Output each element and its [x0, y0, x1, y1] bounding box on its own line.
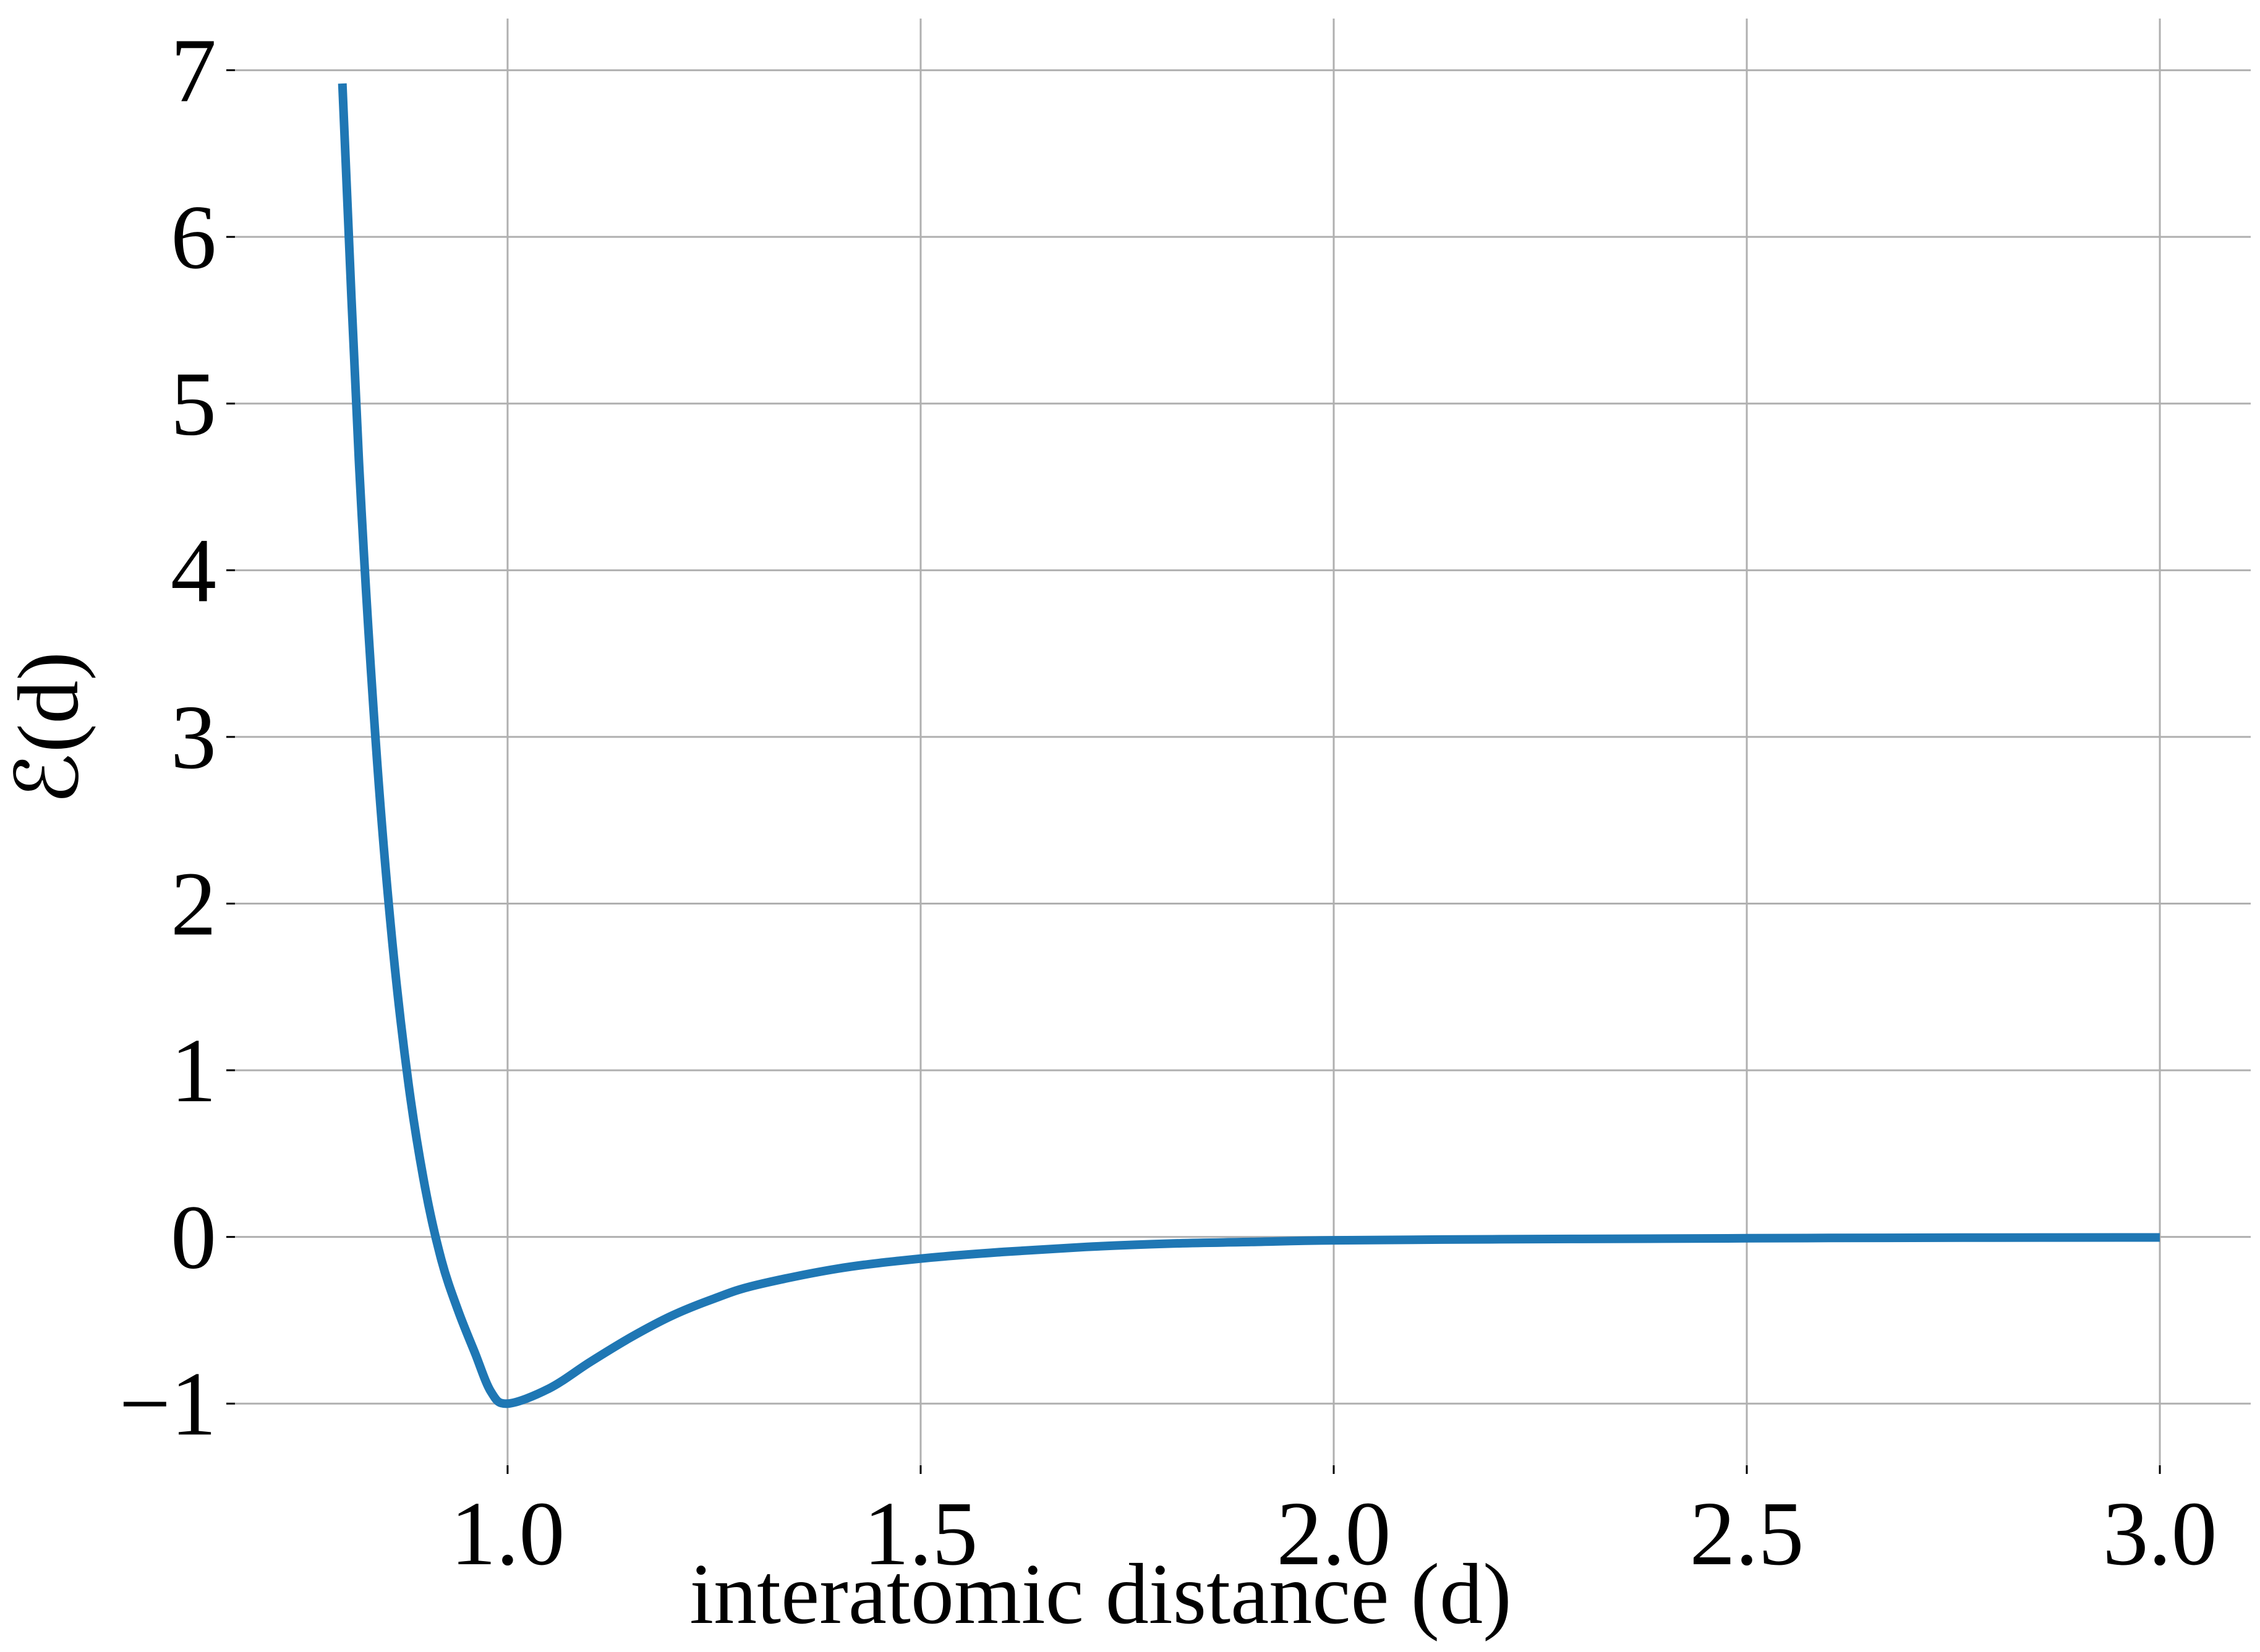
y-tick-label: 4 [171, 520, 216, 621]
series [338, 83, 2160, 1408]
y-tick-label: 3 [171, 687, 216, 788]
y-tick-label: −1 [119, 1353, 216, 1455]
x-tick-label: 3.0 [2103, 1483, 2217, 1585]
grid [235, 19, 2251, 1465]
energy-curve-line [338, 83, 2160, 1408]
y-tick-label: 7 [171, 20, 216, 122]
y-axis-label: ℰ(d) [1, 652, 96, 805]
y-tick-label: 0 [171, 1187, 216, 1288]
x-tick-label: 1.5 [863, 1483, 978, 1585]
x-tick-label: 2.0 [1276, 1483, 1391, 1585]
ticks: 1.0 1.5 2.0 2.5 3.0 −1 0 1 2 3 4 5 6 7 [119, 20, 2217, 1585]
y-tick-label: 6 [171, 187, 216, 288]
y-tick-label: 5 [171, 354, 216, 455]
y-tick-label: 2 [171, 853, 216, 955]
x-axis-label: interatomic distance (d) [689, 1546, 1511, 1642]
y-tick-label: 1 [171, 1020, 216, 1122]
x-tick-label: 2.5 [1690, 1483, 1804, 1585]
x-tick-label: 1.0 [450, 1483, 565, 1585]
